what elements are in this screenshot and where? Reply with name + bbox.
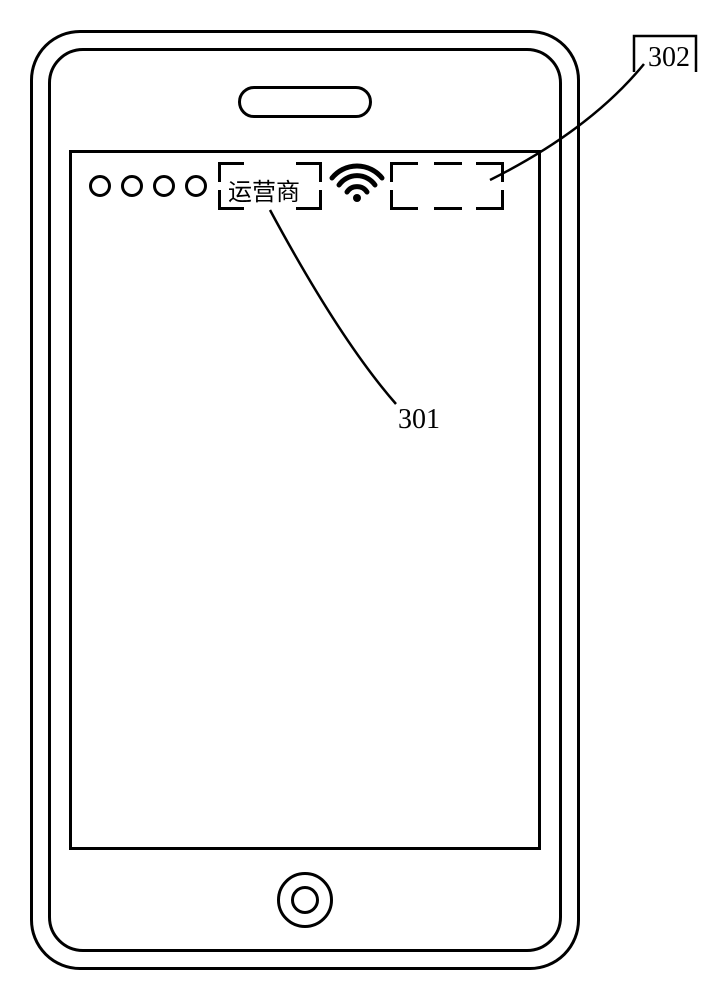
callout-bracket-302 — [0, 0, 722, 1000]
callout-label-302: 302 — [648, 42, 690, 74]
diagram-canvas: 运营商 301 302 — [0, 0, 722, 1000]
